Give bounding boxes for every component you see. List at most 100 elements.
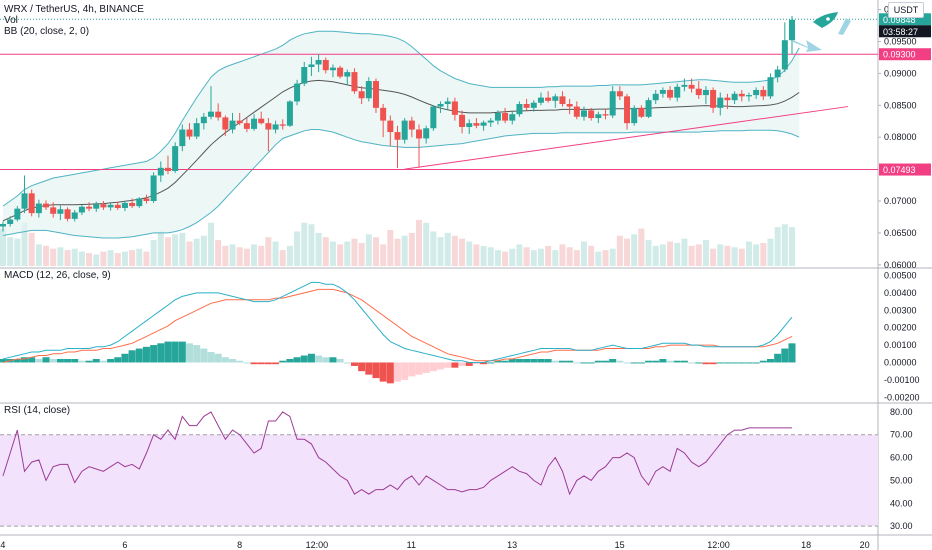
volume-bar: [21, 222, 28, 266]
candle-body: [688, 84, 695, 89]
candle-body: [351, 72, 358, 92]
volume-bar: [695, 244, 702, 266]
volume-bar: [537, 248, 544, 266]
candle-body: [767, 77, 774, 97]
time-axis-tick: 13: [507, 540, 517, 550]
volume-bar: [530, 250, 537, 266]
macd-histogram-bar: [465, 362, 473, 366]
volume-bar: [64, 250, 71, 266]
volume-bar: [50, 248, 57, 266]
candle-body: [136, 198, 143, 207]
volume-bar: [365, 234, 372, 266]
macd-histogram-bar: [781, 348, 789, 363]
currency-unit-button[interactable]: USDT: [888, 2, 924, 18]
candle-body: [695, 88, 702, 96]
candle-body: [745, 95, 752, 97]
macd-histogram-bar: [566, 360, 574, 363]
candle-body: [286, 101, 293, 126]
macd-histogram-bar: [164, 341, 172, 363]
candle-body: [372, 81, 379, 108]
macd-histogram-bar: [623, 362, 631, 364]
volume-bar: [638, 228, 645, 266]
volume-bar: [71, 248, 78, 266]
candle-body: [394, 132, 401, 140]
macd-signal-line: [2, 288, 793, 363]
volume-bar: [710, 248, 717, 266]
candle-body: [57, 209, 64, 214]
volume-bar: [372, 237, 379, 266]
volume-bar: [236, 247, 243, 266]
volume-bar: [279, 250, 286, 266]
candle-body: [710, 89, 717, 108]
macd-histogram-bar: [530, 358, 538, 363]
candle-body: [638, 107, 645, 117]
macd-histogram-bar: [544, 358, 552, 363]
macd-histogram-bar: [386, 362, 394, 384]
macd-histogram-bar: [480, 362, 488, 365]
candle-body: [451, 101, 458, 115]
volume-bar: [767, 238, 774, 266]
macd-histogram-bar: [229, 358, 237, 363]
candle-body: [738, 93, 745, 97]
macd-histogram-bar: [85, 360, 93, 363]
macd-histogram-bar: [394, 362, 401, 382]
time-axis-tick: 12:00: [707, 540, 730, 550]
candle-body: [430, 106, 437, 129]
bollinger-fill: [3, 31, 800, 238]
bollinger-upper-line: [2, 30, 800, 207]
volume-bar: [35, 244, 42, 266]
macd-histogram-bar: [429, 362, 437, 372]
volume-bar: [337, 244, 344, 266]
bollinger-basis-line: [2, 79, 800, 222]
macd-histogram-bar: [142, 346, 150, 363]
volume-bar: [394, 238, 401, 266]
volume-bar: [14, 238, 21, 266]
volume-bar: [573, 250, 580, 266]
macd-histogram-bar: [49, 358, 57, 363]
macd-histogram-bar: [300, 355, 308, 363]
resistance-badge: 0.09300: [883, 50, 916, 60]
candle-body: [659, 89, 666, 94]
rocket-icon: [813, 12, 838, 28]
volume-bar: [588, 245, 595, 266]
symbol-legend: WRX / TetherUS, 4h, BINANCE: [4, 4, 144, 15]
candle-body: [21, 193, 28, 209]
macd-histogram-bar: [745, 362, 753, 364]
volume-bar: [215, 240, 222, 266]
volume-bar: [494, 250, 501, 266]
macd-histogram-bar: [723, 362, 731, 364]
macd-histogram-bar: [171, 341, 179, 363]
candle-body: [753, 89, 760, 96]
volume-bar: [301, 222, 308, 266]
volume-bar: [738, 248, 745, 266]
volume-bar: [717, 244, 724, 266]
volume-bar: [107, 250, 114, 266]
macd-histogram-bar: [508, 358, 516, 363]
candle-body: [329, 67, 336, 71]
candle-body: [537, 97, 544, 103]
time-axis-tick: 8: [237, 540, 242, 550]
candle-body: [652, 93, 659, 101]
rsi-band: [0, 434, 878, 527]
volume-bar: [408, 232, 415, 266]
candle-body: [294, 83, 301, 102]
volume-bar: [164, 237, 171, 266]
candle-body: [423, 128, 430, 139]
volume-bar: [645, 240, 652, 266]
volume-bar: [308, 224, 315, 266]
rocket-window: [826, 17, 830, 21]
candle-body: [71, 212, 78, 219]
macd-axis-tick: 0.00200: [884, 323, 917, 333]
candle-body: [681, 84, 688, 87]
candle-body: [236, 120, 243, 124]
macd-histogram-bar: [587, 362, 595, 364]
macd-histogram-bar: [702, 362, 710, 365]
candle-body: [35, 203, 42, 214]
volume-bar: [86, 253, 93, 266]
macd-histogram-bar: [609, 358, 617, 363]
resistance-badge-bg: [879, 48, 931, 61]
volume-bar: [286, 245, 293, 266]
macd-histogram-bar: [709, 362, 717, 365]
